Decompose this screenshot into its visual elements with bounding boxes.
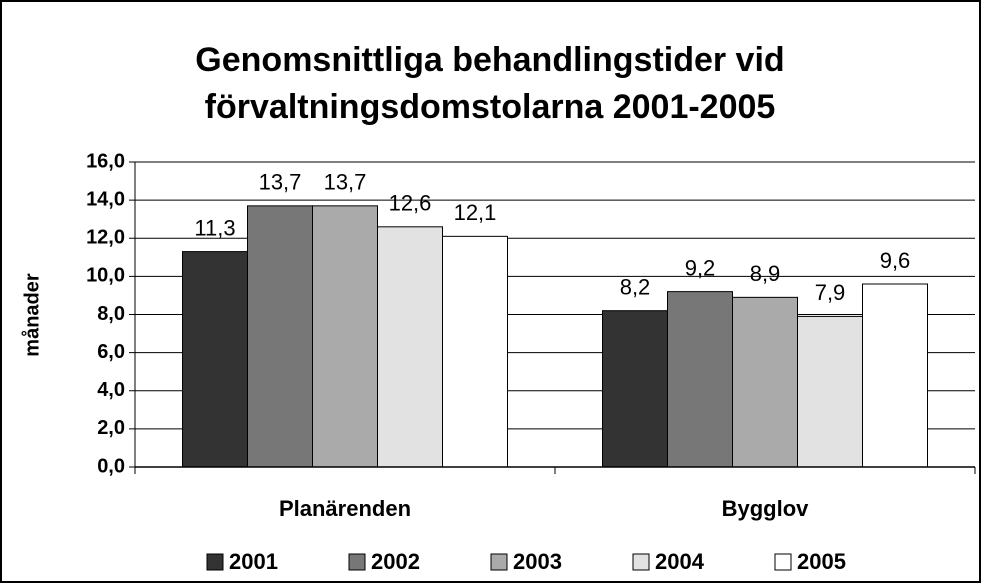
legend-swatch xyxy=(490,553,508,571)
y-tick-label: 2,0 xyxy=(97,417,125,439)
legend-swatch xyxy=(206,553,224,571)
data-label: 13,7 xyxy=(259,170,302,195)
data-label: 7,9 xyxy=(815,280,846,305)
data-label: 8,9 xyxy=(750,261,781,286)
data-label: 11,3 xyxy=(194,215,235,240)
data-label: 12,6 xyxy=(389,191,432,216)
data-label: 12,1 xyxy=(454,200,497,225)
bar xyxy=(667,291,733,468)
legend-label: 2002 xyxy=(371,549,420,574)
x-tick-label: Bygglov xyxy=(722,496,810,521)
legend-label: 2005 xyxy=(797,549,846,574)
bar xyxy=(312,205,378,468)
legend-label: 2001 xyxy=(229,549,278,574)
bar xyxy=(862,283,928,468)
bar xyxy=(602,310,668,468)
y-tick-label: 4,0 xyxy=(97,379,125,401)
data-label: 13,7 xyxy=(324,170,367,195)
bar xyxy=(442,235,508,468)
y-tick-label: 16,0 xyxy=(86,150,125,172)
bar xyxy=(377,226,443,468)
x-tick-label: Planärenden xyxy=(279,496,411,521)
legend-label: 2004 xyxy=(655,549,705,574)
data-label: 9,2 xyxy=(685,255,716,280)
y-tick-label: 14,0 xyxy=(86,188,125,210)
data-label: 9,6 xyxy=(880,248,911,273)
legend-swatch xyxy=(632,553,650,571)
y-axis-label: månader xyxy=(20,273,43,357)
y-tick-label: 8,0 xyxy=(97,303,125,325)
bar xyxy=(247,205,313,468)
y-tick-label: 10,0 xyxy=(86,265,125,287)
bar xyxy=(797,315,863,468)
bar xyxy=(182,251,248,468)
legend-swatch xyxy=(774,553,792,571)
data-label: 8,2 xyxy=(620,275,651,300)
y-tick-label: 6,0 xyxy=(97,341,125,363)
legend-label: 2003 xyxy=(513,549,562,574)
bar xyxy=(732,296,798,468)
legend-swatch xyxy=(348,553,366,571)
y-tick-label: 0,0 xyxy=(97,455,125,477)
chart-title: förvaltningsdomstolarna 2001-2005 xyxy=(205,88,776,126)
chart-title: Genomsnittliga behandlingstider vid xyxy=(195,41,784,79)
y-tick-label: 12,0 xyxy=(86,227,125,249)
